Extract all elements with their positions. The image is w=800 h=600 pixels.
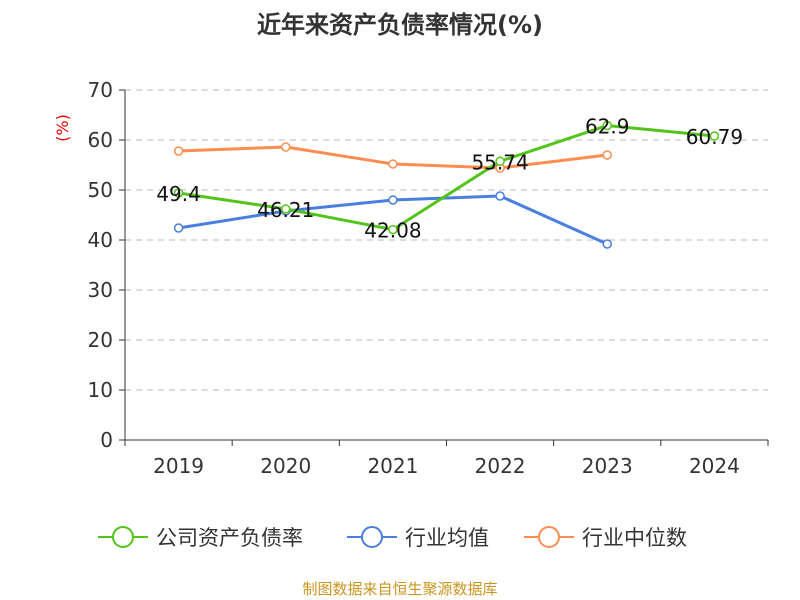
data-point[interactable] (173, 223, 184, 233)
data-point[interactable] (388, 159, 398, 169)
y-tick-label: 60 (88, 128, 113, 152)
x-tick-label: 2020 (260, 454, 311, 478)
data-point[interactable] (495, 191, 505, 201)
y-axis-label: (%) (53, 114, 72, 142)
legend-marker[interactable] (361, 526, 383, 548)
data-label: 60.79 (686, 125, 743, 149)
data-point[interactable] (281, 204, 291, 214)
x-tick-label: 2024 (689, 454, 740, 478)
chart-title: 近年来资产负债率情况(%) (257, 11, 543, 39)
y-tick-label: 20 (88, 328, 113, 352)
data-point[interactable] (602, 239, 612, 249)
y-tick-label: 0 (100, 428, 113, 452)
data-label: 55.74 (471, 150, 528, 174)
x-tick-label: 2022 (475, 454, 526, 478)
y-tick-label: 70 (88, 78, 113, 102)
data-point[interactable] (602, 120, 612, 131)
data-point[interactable] (388, 195, 398, 205)
data-point[interactable] (709, 131, 720, 141)
data-label: 62.9 (585, 115, 630, 139)
data-point[interactable] (495, 156, 505, 167)
data-label: 46.21 (257, 198, 314, 222)
y-tick-label: 10 (88, 378, 113, 402)
y-tick-label: 50 (88, 178, 113, 202)
x-tick-label: 2021 (367, 454, 418, 478)
series-line (178, 123, 715, 232)
y-tick-label: 40 (88, 228, 113, 252)
legend-label[interactable]: 行业均值 (405, 526, 489, 550)
data-label: 42.08 (364, 219, 421, 243)
data-label: 49.4 (156, 182, 201, 206)
x-tick-label: 2019 (153, 454, 204, 478)
data-point[interactable] (602, 150, 612, 160)
legend-label[interactable]: 公司资产负债率 (156, 526, 303, 550)
footer-source: 制图数据来自恒生聚源数据库 (302, 580, 497, 598)
data-point[interactable] (173, 188, 184, 198)
data-point[interactable] (173, 146, 184, 156)
data-point[interactable] (281, 142, 291, 152)
legend-marker[interactable] (112, 526, 134, 548)
data-point[interactable] (388, 224, 398, 235)
x-tick-label: 2023 (582, 454, 633, 478)
legend-marker[interactable] (538, 526, 560, 548)
legend-label[interactable]: 行业中位数 (582, 526, 687, 550)
y-tick-label: 30 (88, 278, 113, 302)
